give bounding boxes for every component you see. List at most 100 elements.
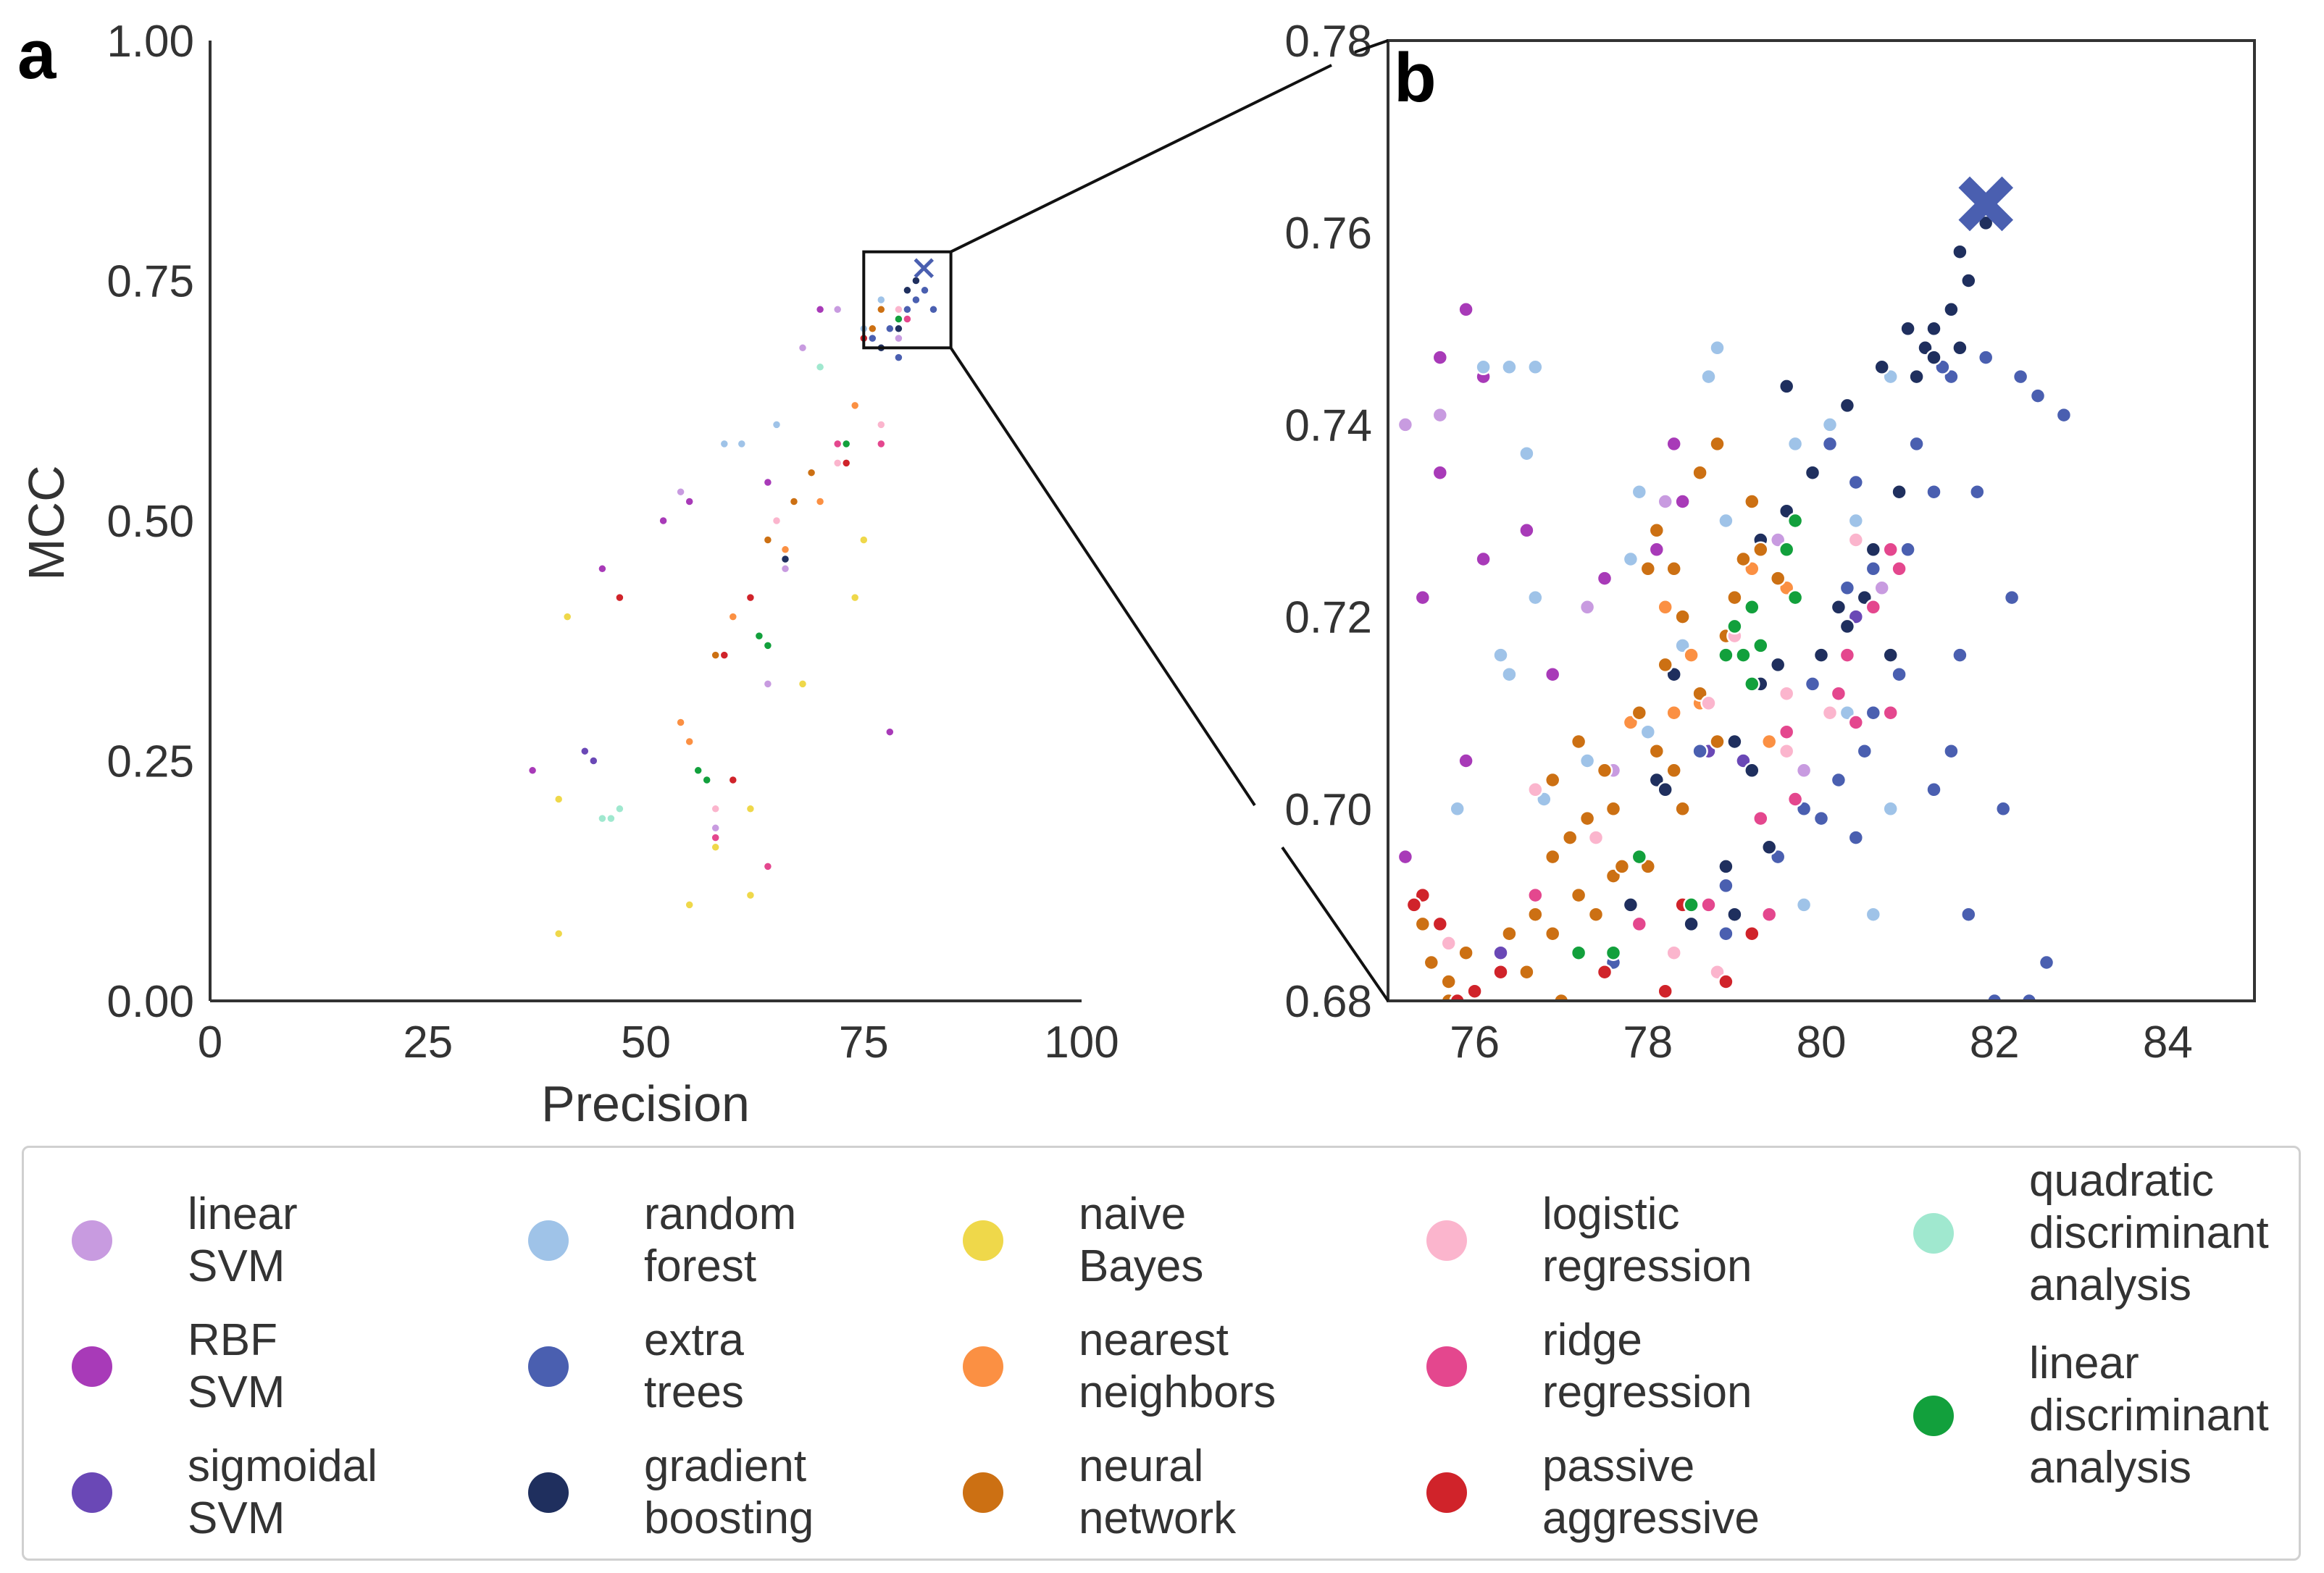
point-ridge-regression (903, 314, 912, 324)
point-neural-network (1570, 733, 1587, 750)
point-rbf-svm (1475, 550, 1492, 568)
point-linear-discriminant-analysis (1786, 589, 1804, 606)
point-random-forest (1475, 358, 1492, 376)
legend-item-gradient-boosting: gradient boosting (528, 1440, 948, 1545)
point-linear-svm (1397, 416, 1414, 433)
point-random-forest (1639, 723, 1657, 740)
point-gradient-boosting (1926, 320, 1942, 337)
point-extra-trees (1865, 704, 1882, 721)
point-quadratic-discriminant-analysis (615, 804, 624, 814)
point-neural-network (1631, 704, 1648, 721)
point-linear-discriminant-analysis (1631, 848, 1648, 865)
point-linear-discriminant-analysis (841, 439, 851, 449)
point-gradient-boosting (1744, 762, 1760, 779)
point-neural-network (1570, 886, 1587, 904)
legend-swatch (528, 1472, 569, 1513)
point-ridge-regression (832, 439, 843, 449)
point-nearest-neighbors (815, 497, 825, 506)
point-neural-network (1501, 925, 1518, 942)
panel-a-x-axis-title: Precision (541, 1075, 750, 1132)
point-random-forest (1449, 800, 1466, 818)
point-neural-network (1657, 656, 1673, 674)
x-tick-label: 75 (839, 1018, 889, 1067)
point-gradient-boosting (911, 276, 921, 285)
point-neural-network (1665, 561, 1682, 577)
point-neural-network (1709, 733, 1726, 750)
point-random-forest (1847, 512, 1865, 529)
legend-swatch (1913, 1396, 1954, 1436)
point-neural-network (1674, 608, 1691, 625)
legend: linear SVM RBF SVM sigmoidal SVM random for… (22, 1146, 2301, 1561)
point-quadratic-discriminant-analysis (815, 362, 825, 372)
point-ridge-regression (877, 439, 886, 449)
x-tick-label: 100 (1044, 1018, 1119, 1067)
legend-item-logistic-regression: logistic regression (1426, 1188, 1847, 1293)
y-tick-label: 1.00 (106, 17, 194, 67)
panel-a-y-ticks: 0.00 0.25 0.50 0.75 1.00 (106, 17, 194, 1027)
best-model-marker (1958, 176, 2014, 232)
legend-label: neural network (1079, 1441, 1237, 1543)
point-neural-network (711, 650, 720, 660)
point-linear-discriminant-analysis (702, 775, 711, 785)
legend-label: naive Bayes (1079, 1189, 1204, 1291)
point-nearest-neighbors (685, 737, 694, 747)
legend-item-quadratic-discriminant-analysis: quadratic discriminant analysis (1913, 1155, 2324, 1312)
point-linear-discriminant-analysis (1726, 618, 1743, 635)
point-extra-trees (1847, 474, 1865, 491)
x-tick-label: 76 (1450, 1018, 1500, 1067)
point-naive-bayes (745, 804, 756, 814)
legend-label: extra trees (644, 1315, 744, 1417)
point-neural-network (1561, 829, 1579, 846)
point-linear-svm (1873, 579, 1890, 597)
panel-a-scatter: 0.00 0.25 0.50 0.75 1.00 0 25 50 75 100 Precisio… (17, 16, 1332, 1132)
zoom-region-box (862, 250, 953, 350)
point-rbf-svm (1596, 570, 1613, 587)
point-ridge-regression (1527, 886, 1544, 904)
point-linear-discriminant-analysis (693, 765, 703, 776)
point-neural-network (1613, 858, 1631, 875)
point-gradient-boosting (1769, 656, 1786, 674)
point-linear-svm (1579, 599, 1596, 616)
point-logistic-regression (877, 420, 886, 429)
point-extra-trees (1943, 742, 1960, 760)
best-model-marker (914, 258, 935, 279)
point-ridge-regression (1882, 541, 1899, 558)
panel-b-frame (1387, 39, 2256, 1002)
point-extra-trees (868, 333, 877, 343)
point-nearest-neighbors (676, 718, 685, 727)
point-extra-trees (1821, 435, 1839, 453)
point-extra-trees (1847, 829, 1865, 846)
legend-label: random forest (644, 1189, 797, 1291)
legend-label: linear SVM (188, 1189, 298, 1291)
legend-label: nearest neighbors (1079, 1315, 1276, 1417)
point-passive-aggressive (1431, 915, 1449, 933)
point-naive-bayes (850, 592, 860, 603)
zoom-connector-bottom (949, 347, 1256, 807)
zoom-connector-top-end (1354, 39, 1389, 54)
point-linear-discriminant-analysis (1752, 637, 1769, 654)
point-random-forest (1821, 416, 1839, 433)
point-passive-aggressive (841, 458, 851, 468)
point-neural-network (1665, 762, 1682, 779)
point-gradient-boosting (1943, 301, 1960, 318)
point-gradient-boosting (1899, 320, 1916, 337)
point-rbf-svm (1665, 435, 1682, 453)
point-rbf-svm (1397, 848, 1414, 865)
point-rbf-svm (1518, 522, 1535, 539)
point-neural-network (1735, 550, 1752, 568)
point-extra-trees (1899, 541, 1916, 558)
panel-b-x-ticks: 76 78 80 82 84 (1450, 1018, 2193, 1067)
zoom-connector-top (950, 64, 1332, 253)
point-linear-svm (763, 679, 773, 689)
point-passive-aggressive (728, 775, 738, 785)
point-gradient-boosting (1952, 340, 1968, 356)
point-neural-network (1579, 810, 1596, 827)
point-linear-discriminant-analysis (763, 641, 773, 650)
zoom-connector-bottom-end (1281, 846, 1389, 1002)
x-tick-label: 84 (2143, 1018, 2193, 1067)
point-naive-bayes (798, 679, 808, 689)
y-tick-label: 0.25 (106, 737, 194, 787)
legend-item-rbf-svm: RBF SVM (72, 1314, 492, 1419)
y-tick-label: 0.76 (1284, 209, 1372, 259)
point-neural-network (1726, 589, 1743, 606)
